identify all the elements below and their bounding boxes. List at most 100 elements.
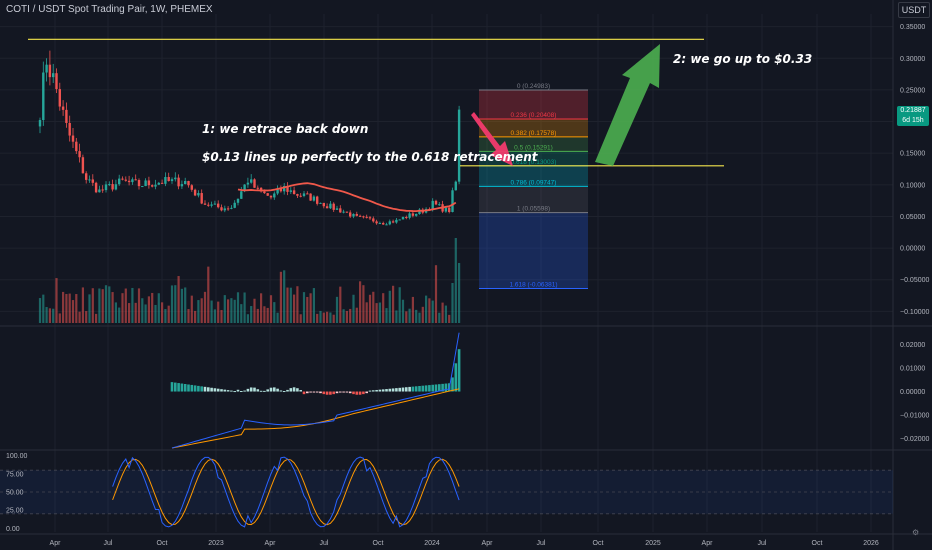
fib-label: 1 (0.05598) xyxy=(517,206,550,213)
candle-body xyxy=(276,188,279,194)
volume-bar xyxy=(401,299,405,323)
candle-body xyxy=(286,185,289,192)
candle-body xyxy=(217,203,220,208)
candle-body xyxy=(48,64,52,78)
stochastic-rsi-panel xyxy=(0,456,893,528)
macd-histogram-bar xyxy=(348,391,352,394)
macd-histogram-bar xyxy=(408,386,411,392)
macd-histogram-bar xyxy=(385,389,388,392)
macd-histogram-bar xyxy=(358,391,362,395)
macd-histogram-bar xyxy=(243,390,246,392)
volume-bar xyxy=(203,291,207,323)
candle-body xyxy=(91,179,94,183)
fib-label: 0.5 (0.15291) xyxy=(514,144,553,151)
candle-body xyxy=(193,189,197,196)
horizontal-levels xyxy=(28,38,724,167)
candle-body xyxy=(118,178,121,185)
macd-axis-tick: −0.02000 xyxy=(900,436,929,443)
candle-body xyxy=(111,184,114,190)
fib-label: 1.618 (-0.06381) xyxy=(509,281,557,288)
macd-axis-tick: 0.02000 xyxy=(900,342,925,349)
settings-icon[interactable]: ⚙ xyxy=(912,528,920,537)
macd-histogram-bar xyxy=(203,386,207,392)
candle-body xyxy=(345,211,349,213)
volume-bar xyxy=(144,304,147,323)
candle-body xyxy=(391,221,395,223)
volume-bar xyxy=(388,290,391,323)
candle-body xyxy=(342,211,345,213)
volume-bar xyxy=(421,306,424,323)
candle-body xyxy=(355,213,358,216)
candle-body xyxy=(332,203,335,210)
macd-histogram-bar xyxy=(180,383,184,392)
fib-label: 0.236 (0.20408) xyxy=(511,112,557,119)
volume-bar xyxy=(174,285,177,323)
macd-histogram-bar xyxy=(236,389,240,392)
candle-body xyxy=(177,177,180,187)
volume-bar xyxy=(170,285,174,323)
fib-zone xyxy=(479,118,588,137)
volume-bar xyxy=(279,271,282,323)
candle-body xyxy=(457,109,461,182)
volume-bar xyxy=(329,312,332,323)
candle-body xyxy=(279,188,283,192)
volume-bar xyxy=(332,314,335,323)
currency-selector[interactable]: USDT xyxy=(898,2,930,18)
macd-histogram-bar xyxy=(183,384,187,392)
volume-bar xyxy=(197,300,200,323)
volume-bar xyxy=(266,307,269,323)
candle-body xyxy=(269,195,273,198)
volume-bar xyxy=(233,299,236,323)
candle-body xyxy=(78,151,81,158)
volume-bar xyxy=(342,309,345,323)
volume-bar xyxy=(217,301,220,323)
volume-bar xyxy=(398,287,401,323)
candle-body xyxy=(134,179,137,181)
macd-histogram-bar xyxy=(454,363,458,392)
volume-bar xyxy=(309,293,312,323)
volume-bar xyxy=(236,292,240,323)
volume-bar xyxy=(339,286,342,323)
candle-body xyxy=(170,179,174,182)
macd-histogram-bar xyxy=(368,390,372,392)
candle-body xyxy=(94,182,98,193)
macd-line xyxy=(171,332,460,449)
candle-body xyxy=(325,206,329,209)
candle-body xyxy=(378,223,382,225)
volume-bar xyxy=(210,300,213,323)
volume-bar xyxy=(345,310,348,323)
volume-bar xyxy=(243,292,246,323)
macd-histogram-bar xyxy=(292,387,296,392)
volume-bar xyxy=(428,298,431,323)
volume-bar xyxy=(425,295,428,323)
candle-body xyxy=(385,224,388,226)
candle-body xyxy=(401,217,405,220)
price-axis-tick: 0.30000 xyxy=(900,56,925,63)
macd-histogram-bar xyxy=(259,390,263,392)
candle-body xyxy=(372,218,375,222)
macd-histogram-bar xyxy=(342,391,345,393)
fib-label: 0.618 (0.13003) xyxy=(511,159,557,166)
moving-average xyxy=(237,182,457,213)
macd-histogram-bar xyxy=(282,391,286,393)
candle-body xyxy=(61,106,65,110)
price-axis-tick: 0.00000 xyxy=(900,246,925,253)
candle-body xyxy=(180,184,184,187)
candle-body xyxy=(382,223,385,225)
volume-bar xyxy=(299,314,302,323)
volume-bar xyxy=(418,312,421,323)
candle-body xyxy=(405,217,408,219)
macd-histogram-bar xyxy=(207,387,210,392)
macd-histogram-bar xyxy=(223,389,227,392)
candle-body xyxy=(236,198,240,203)
macd-histogram-bar xyxy=(286,389,289,392)
macd-histogram-bar xyxy=(177,383,180,392)
volume-bar xyxy=(286,287,289,323)
candle-body xyxy=(184,181,187,185)
candle-body xyxy=(431,200,434,210)
volume-bar xyxy=(349,308,352,323)
candle-body xyxy=(213,203,217,205)
macd-histogram-bar xyxy=(302,391,306,395)
volume-bar xyxy=(415,309,418,323)
